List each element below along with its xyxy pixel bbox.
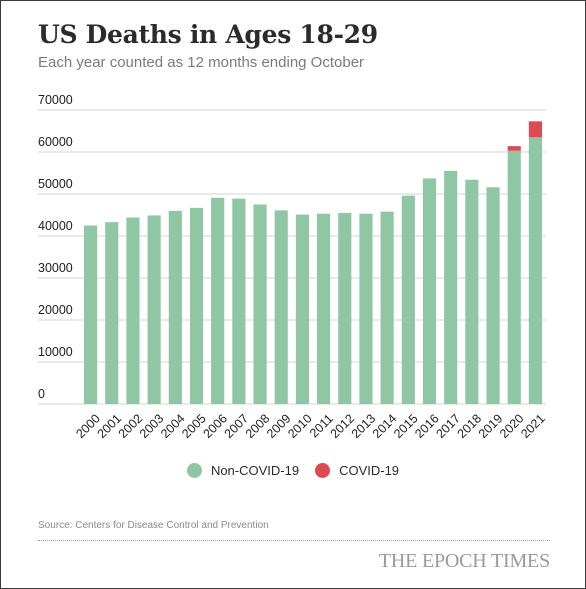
- legend-label-non-covid: Non-COVID-19: [210, 463, 300, 478]
- legend-swatch-covid: [315, 463, 331, 478]
- bar-non-covid-2021: [528, 137, 542, 405]
- bar-non-covid-2004: [168, 210, 182, 404]
- bar-non-covid-2010: [295, 214, 309, 404]
- y-axis-ticks: 0 10000 20000 30000 40000 50000 60000 70000: [38, 93, 73, 401]
- y-tick-label: 50000: [38, 177, 73, 191]
- bar-non-covid-2008: [253, 204, 267, 404]
- bar-non-covid-2019: [486, 187, 500, 404]
- bar-non-covid-2001: [105, 222, 119, 404]
- legend-swatch-non-covid: [186, 463, 202, 478]
- divider: [38, 540, 550, 541]
- y-tick-label: 0: [38, 387, 45, 401]
- bar-covid-2020: [507, 146, 521, 151]
- legend: Non-COVID-19 COVID-19: [0, 463, 586, 478]
- chart-subtitle: Each year counted as 12 months ending Oc…: [38, 54, 365, 71]
- bar-non-covid-2012: [338, 212, 352, 404]
- bar-non-covid-2018: [465, 179, 479, 404]
- bar-non-covid-2013: [359, 213, 373, 404]
- bar-non-covid-2006: [211, 197, 225, 404]
- y-tick-label: 30000: [38, 261, 73, 275]
- bar-non-covid-2014: [380, 211, 394, 404]
- y-tick-label: 60000: [38, 135, 73, 149]
- chart-title: US Deaths in Ages 18-29: [38, 20, 378, 49]
- bar-non-covid-2003: [147, 215, 161, 404]
- y-tick-label: 70000: [38, 93, 73, 107]
- y-tick-label: 40000: [38, 219, 73, 233]
- bar-non-covid-2017: [444, 170, 458, 404]
- bar-non-covid-2005: [189, 207, 204, 404]
- legend-label-covid: COVID-19: [339, 463, 400, 478]
- bar-non-covid-2016: [422, 178, 437, 404]
- bar-covid-2021: [528, 121, 542, 138]
- grid-layer: [38, 109, 546, 405]
- bar-non-covid-2000: [84, 225, 98, 404]
- bar-non-covid-2015: [401, 195, 415, 404]
- source-note: Source: Centers for Disease Control and …: [38, 520, 269, 531]
- bar-non-covid-2011: [317, 213, 331, 404]
- legend-item-non-covid: Non-COVID-19: [186, 463, 300, 478]
- brand-logo: THE EPOCH TIMES: [378, 550, 550, 572]
- bar-non-covid-2007: [232, 198, 246, 404]
- x-tick-label: 2021: [518, 411, 548, 441]
- bar-non-covid-2002: [126, 217, 140, 404]
- bar-non-covid-2009: [274, 210, 288, 404]
- bars-layer: [84, 121, 542, 405]
- x-axis-labels: 2000200120022003200420052006200720082009…: [73, 411, 547, 441]
- y-tick-label: 10000: [38, 345, 73, 359]
- y-tick-label: 20000: [38, 303, 73, 317]
- bar-non-covid-2020: [507, 150, 521, 404]
- legend-item-covid: COVID-19: [315, 463, 399, 478]
